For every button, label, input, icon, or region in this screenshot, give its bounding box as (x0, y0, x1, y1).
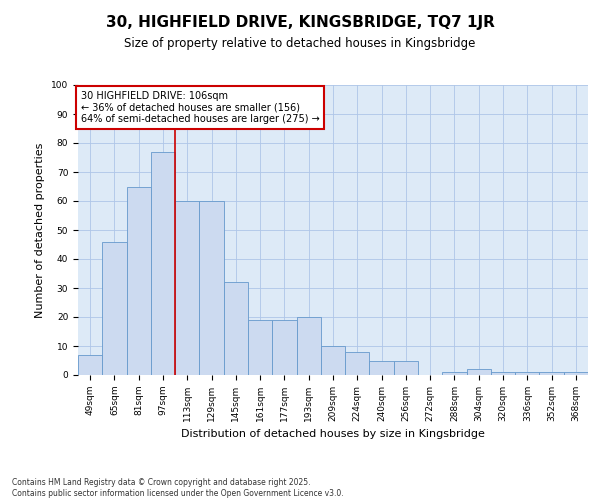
Text: 30 HIGHFIELD DRIVE: 106sqm
← 36% of detached houses are smaller (156)
64% of sem: 30 HIGHFIELD DRIVE: 106sqm ← 36% of deta… (80, 91, 319, 124)
Bar (296, 317, 321, 375)
Bar (394, 360, 418, 375)
Bar (127, 186, 151, 375)
Bar (272, 320, 296, 375)
Text: Size of property relative to detached houses in Kingsbridge: Size of property relative to detached ho… (124, 38, 476, 51)
X-axis label: Distribution of detached houses by size in Kingsbridge: Distribution of detached houses by size … (181, 430, 485, 440)
Bar (78, 354, 102, 375)
Bar (345, 352, 370, 375)
Bar (564, 372, 588, 375)
Bar (491, 372, 515, 375)
Bar (175, 201, 199, 375)
Bar (370, 360, 394, 375)
Bar (539, 372, 564, 375)
Bar (248, 320, 272, 375)
Bar (515, 372, 539, 375)
Text: 30, HIGHFIELD DRIVE, KINGSBRIDGE, TQ7 1JR: 30, HIGHFIELD DRIVE, KINGSBRIDGE, TQ7 1J… (106, 15, 494, 30)
Bar (151, 152, 175, 375)
Bar (467, 369, 491, 375)
Bar (224, 282, 248, 375)
Bar (321, 346, 345, 375)
Bar (442, 372, 467, 375)
Text: Contains HM Land Registry data © Crown copyright and database right 2025.
Contai: Contains HM Land Registry data © Crown c… (12, 478, 344, 498)
Bar (199, 201, 224, 375)
Bar (102, 242, 127, 375)
Y-axis label: Number of detached properties: Number of detached properties (35, 142, 46, 318)
